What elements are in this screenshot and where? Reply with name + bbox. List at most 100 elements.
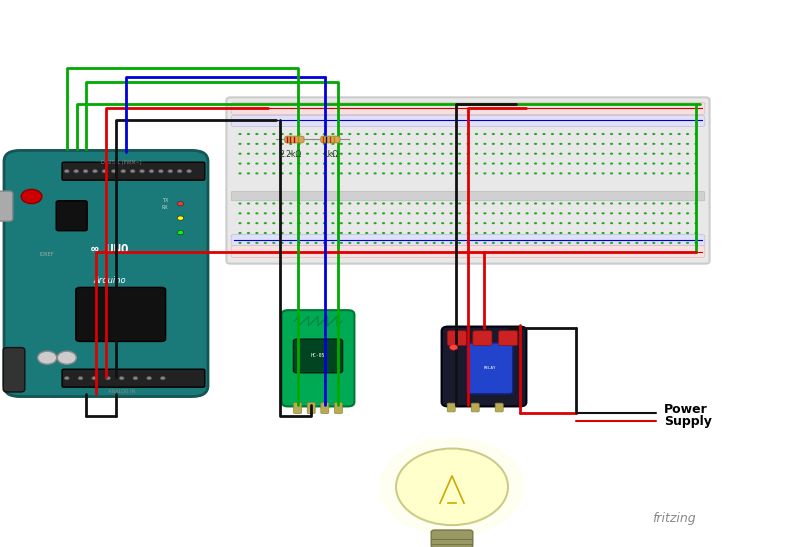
Circle shape	[602, 172, 605, 174]
Circle shape	[365, 202, 368, 205]
Circle shape	[466, 242, 470, 244]
Circle shape	[669, 212, 672, 214]
Circle shape	[106, 376, 110, 380]
Circle shape	[458, 162, 461, 165]
Circle shape	[390, 162, 394, 165]
Circle shape	[281, 232, 284, 234]
Circle shape	[407, 222, 410, 224]
FancyBboxPatch shape	[231, 102, 705, 114]
FancyBboxPatch shape	[226, 97, 710, 264]
Circle shape	[509, 153, 512, 155]
Circle shape	[298, 172, 301, 174]
Circle shape	[551, 133, 554, 135]
Circle shape	[390, 133, 394, 135]
Circle shape	[652, 202, 655, 205]
Circle shape	[399, 133, 402, 135]
Circle shape	[441, 172, 444, 174]
Circle shape	[357, 222, 360, 224]
Circle shape	[390, 232, 394, 234]
Circle shape	[534, 202, 537, 205]
Circle shape	[568, 212, 571, 214]
Circle shape	[247, 133, 250, 135]
Circle shape	[526, 222, 529, 224]
Circle shape	[458, 133, 461, 135]
Circle shape	[669, 162, 672, 165]
Circle shape	[492, 222, 495, 224]
Circle shape	[694, 202, 698, 205]
Circle shape	[441, 222, 444, 224]
Circle shape	[441, 212, 444, 214]
Circle shape	[38, 351, 57, 364]
Circle shape	[517, 133, 520, 135]
Circle shape	[424, 153, 427, 155]
Circle shape	[416, 143, 419, 145]
Circle shape	[264, 232, 267, 234]
Circle shape	[379, 437, 525, 537]
FancyBboxPatch shape	[447, 403, 455, 412]
Circle shape	[281, 133, 284, 135]
Circle shape	[610, 133, 613, 135]
Circle shape	[500, 232, 503, 234]
Circle shape	[458, 143, 461, 145]
Circle shape	[323, 202, 326, 205]
Circle shape	[627, 242, 630, 244]
Circle shape	[635, 202, 638, 205]
Circle shape	[306, 153, 309, 155]
Circle shape	[669, 153, 672, 155]
Circle shape	[661, 153, 664, 155]
Circle shape	[526, 232, 529, 234]
Circle shape	[255, 232, 258, 234]
Circle shape	[585, 133, 588, 135]
Circle shape	[365, 222, 368, 224]
Circle shape	[585, 242, 588, 244]
Circle shape	[314, 153, 318, 155]
Circle shape	[475, 242, 478, 244]
Circle shape	[652, 242, 655, 244]
FancyBboxPatch shape	[285, 136, 304, 143]
Circle shape	[272, 153, 275, 155]
Circle shape	[559, 143, 562, 145]
Circle shape	[323, 222, 326, 224]
Circle shape	[374, 222, 377, 224]
Circle shape	[272, 232, 275, 234]
Circle shape	[298, 232, 301, 234]
Circle shape	[627, 153, 630, 155]
Circle shape	[238, 133, 242, 135]
Circle shape	[627, 143, 630, 145]
Circle shape	[314, 242, 318, 244]
Circle shape	[475, 212, 478, 214]
Circle shape	[618, 222, 622, 224]
Circle shape	[281, 153, 284, 155]
Circle shape	[661, 133, 664, 135]
Circle shape	[374, 143, 377, 145]
Circle shape	[450, 133, 453, 135]
Circle shape	[247, 202, 250, 205]
Circle shape	[610, 212, 613, 214]
Circle shape	[526, 133, 529, 135]
Circle shape	[348, 133, 351, 135]
FancyBboxPatch shape	[467, 343, 513, 394]
Circle shape	[509, 162, 512, 165]
Circle shape	[390, 242, 394, 244]
Circle shape	[678, 232, 681, 234]
Circle shape	[374, 242, 377, 244]
Circle shape	[416, 242, 419, 244]
Circle shape	[424, 212, 427, 214]
Circle shape	[450, 232, 453, 234]
Circle shape	[652, 153, 655, 155]
Circle shape	[238, 143, 242, 145]
Circle shape	[466, 202, 470, 205]
Circle shape	[272, 222, 275, 224]
Circle shape	[331, 162, 334, 165]
Text: Supply: Supply	[664, 415, 712, 428]
Circle shape	[424, 172, 427, 174]
Circle shape	[576, 212, 579, 214]
Circle shape	[298, 153, 301, 155]
Circle shape	[306, 222, 309, 224]
Circle shape	[441, 153, 444, 155]
Circle shape	[483, 133, 486, 135]
Circle shape	[458, 222, 461, 224]
Circle shape	[348, 202, 351, 205]
Circle shape	[534, 232, 537, 234]
Circle shape	[576, 232, 579, 234]
